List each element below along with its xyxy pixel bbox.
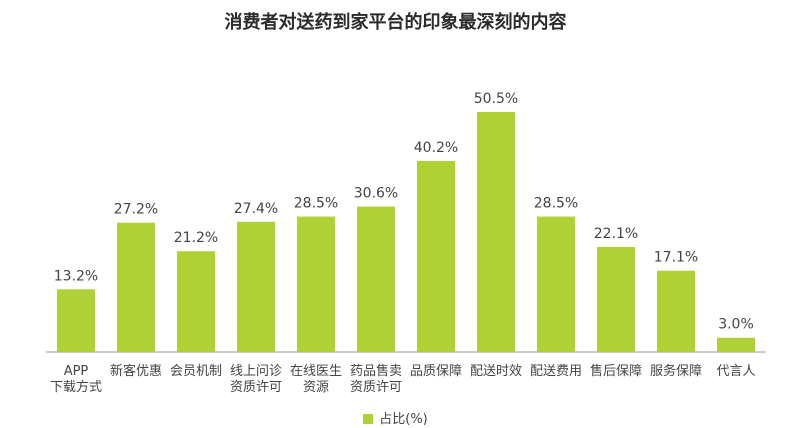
- category-tick-label: 服务保障: [650, 363, 702, 379]
- data-label: 27.2%: [114, 202, 158, 218]
- category-tick-label: 线上问诊: [230, 364, 282, 379]
- category-tick-label: 在线医生: [290, 364, 342, 379]
- category-tick-label: 新客优惠: [110, 363, 162, 379]
- data-label: 13.2%: [54, 268, 98, 284]
- category-tick-label: 会员机制: [170, 364, 222, 379]
- bar: [297, 216, 335, 352]
- data-label: 40.2%: [414, 140, 458, 156]
- category-tick-label: 售后保障: [590, 363, 642, 379]
- data-label: 22.1%: [594, 226, 638, 242]
- data-label: 21.2%: [174, 230, 218, 246]
- category-tick-label: 代言人: [716, 364, 755, 379]
- bar: [177, 251, 215, 352]
- data-label: 28.5%: [534, 196, 578, 212]
- data-label: 3.0%: [718, 317, 754, 333]
- bar: [237, 221, 275, 352]
- bar: [717, 337, 755, 352]
- data-label: 17.1%: [654, 250, 698, 266]
- category-tick-label: 药品售卖: [350, 363, 402, 379]
- data-label: 27.4%: [234, 201, 278, 217]
- data-label: 50.5%: [474, 91, 518, 107]
- bar: [537, 216, 575, 352]
- bar: [477, 112, 515, 352]
- category-tick-label: 资源: [303, 380, 329, 395]
- bar: [117, 222, 155, 352]
- bar: [57, 289, 95, 352]
- legend-label: 占比(%): [379, 412, 428, 427]
- data-label: 30.6%: [354, 186, 398, 202]
- category-tick-label: 品质保障: [410, 364, 462, 379]
- bar: [597, 246, 635, 352]
- bar: [657, 270, 695, 352]
- legend-swatch: [363, 414, 374, 424]
- category-tick-label: APP: [64, 364, 89, 379]
- chart-title: 消费者对送药到家平台的印象最深刻的内容: [224, 12, 567, 33]
- bar: [417, 160, 455, 352]
- category-tick-label: 资质许可: [350, 380, 402, 395]
- category-tick-label: 资质许可: [230, 380, 282, 395]
- legend: 占比(%): [0, 408, 791, 427]
- category-tick-label: 配送费用: [530, 364, 582, 379]
- data-label: 28.5%: [294, 196, 338, 212]
- category-tick-label: 配送时效: [470, 364, 522, 379]
- category-tick-label: 下载方式: [50, 379, 102, 395]
- bar: [357, 206, 395, 352]
